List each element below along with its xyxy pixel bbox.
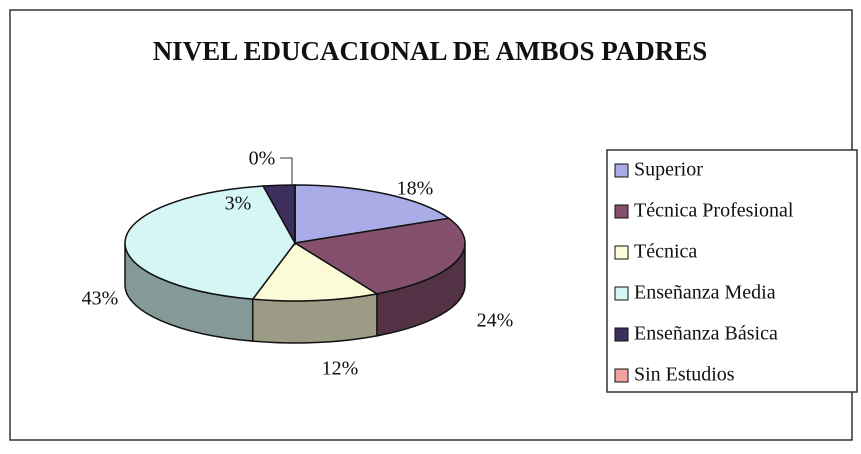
legend-label: Sin Estudios [634, 364, 735, 386]
data-label: 0% [249, 148, 276, 170]
legend-label: Enseñanza Básica [634, 323, 778, 345]
legend-swatch [614, 327, 629, 342]
legend-label: Enseñanza Media [634, 282, 776, 304]
legend-label: Técnica Profesional [634, 200, 794, 222]
data-label: 24% [477, 310, 514, 332]
data-label: 12% [322, 358, 359, 380]
pie-slice [124, 185, 296, 300]
legend-swatch [614, 245, 629, 260]
pie-slice [251, 242, 379, 302]
legend-swatch [614, 368, 629, 383]
legend-label: Superior [634, 159, 703, 181]
data-label: 43% [82, 288, 119, 310]
data-label: 18% [397, 178, 434, 200]
legend-label: Técnica [634, 241, 697, 263]
chart-title: NIVEL EDUCACIONAL DE AMBOS PADRES [152, 36, 708, 66]
legend-box [606, 149, 858, 393]
legend-swatch [614, 286, 629, 301]
legend-swatch [614, 204, 629, 219]
pie-slice [292, 217, 466, 295]
pie-slice [294, 184, 451, 244]
legend-swatch [614, 163, 629, 178]
data-label: 3% [225, 193, 252, 215]
